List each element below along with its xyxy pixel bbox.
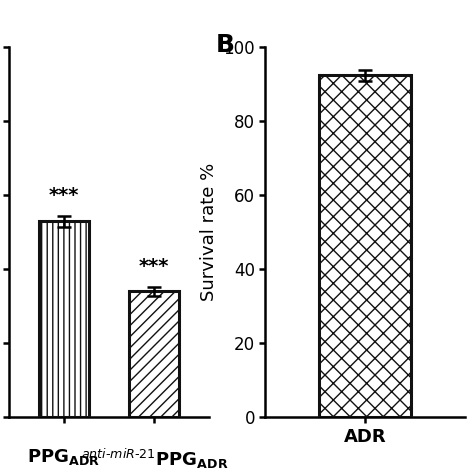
Text: PPG$_{\mathbf{ADR}}$: PPG$_{\mathbf{ADR}}$: [27, 447, 100, 467]
Text: B: B: [216, 33, 235, 56]
Text: $^{\mathit{anti\text{-}miR\text{-}21}}$PPG$_{\mathbf{ADR}}$: $^{\mathit{anti\text{-}miR\text{-}21}}$P…: [81, 447, 228, 471]
Bar: [319, 75, 410, 417]
Bar: [129, 292, 179, 417]
Y-axis label: Survival rate %: Survival rate %: [200, 163, 218, 301]
Text: ***: ***: [49, 185, 79, 205]
Text: ***: ***: [139, 257, 169, 276]
Bar: [39, 221, 89, 417]
